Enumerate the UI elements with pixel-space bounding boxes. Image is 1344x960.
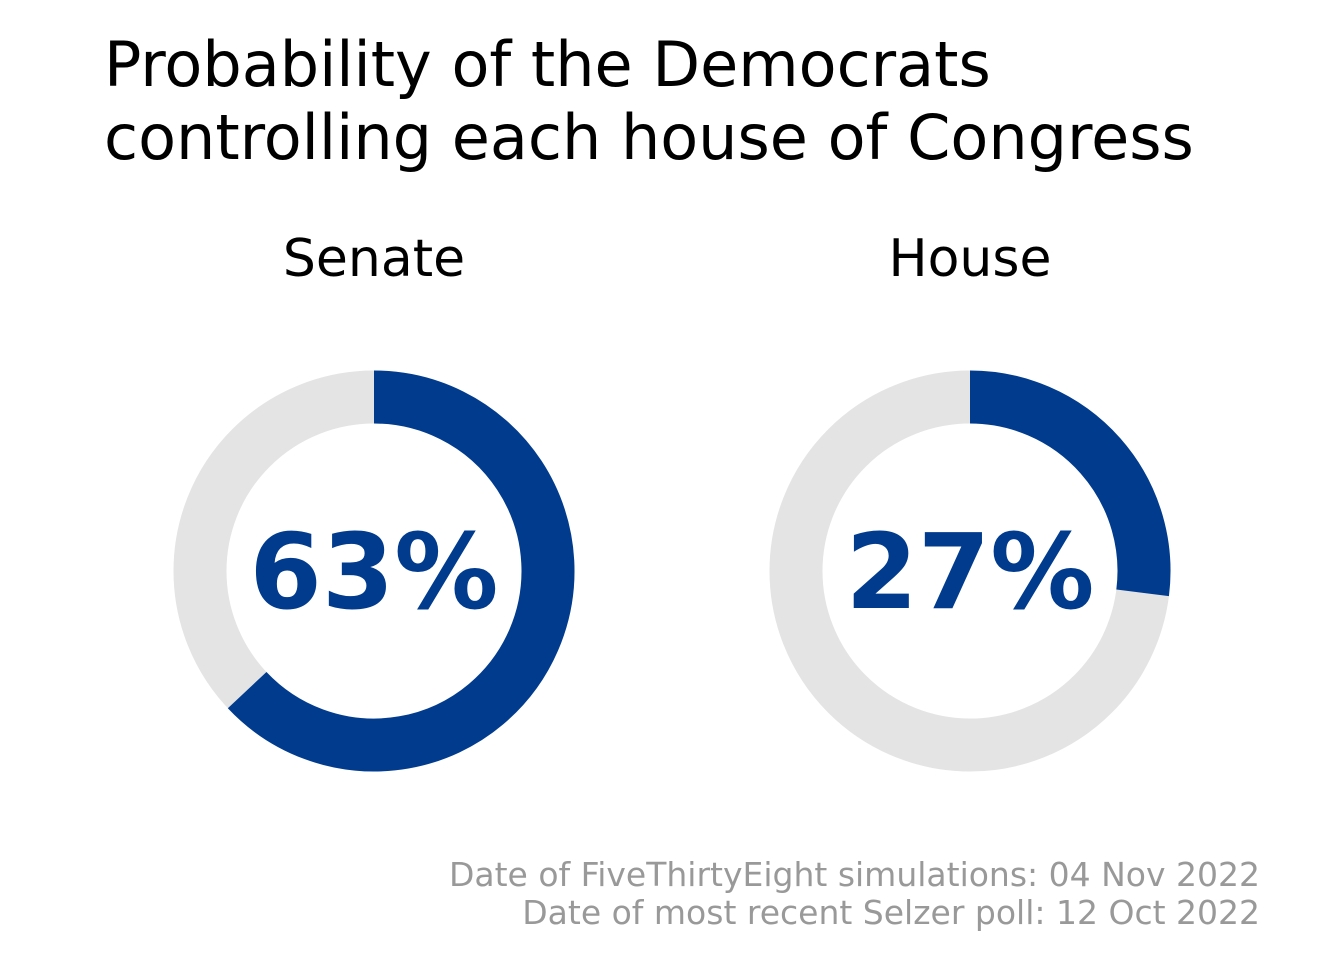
senate-value-arc [227,370,575,772]
footer-simulation-date: Date of FiveThirtyEight simulations: 04 … [448,855,1260,894]
house-donut: House 27% [769,229,1171,772]
house-value-arc [969,370,1171,597]
chart-title-line-2: controlling each house of Congress [104,101,1194,174]
chart-title: Probability of the Democrats controlling… [104,28,1194,174]
senate-donut: Senate 63% [173,229,575,772]
senate-percent-label: 63% [250,511,499,633]
house-percent-label: 27% [846,511,1095,633]
senate-title: Senate [283,229,465,289]
chart-title-line-1: Probability of the Democrats [104,28,991,101]
footer-poll-date: Date of most recent Selzer poll: 12 Oct … [522,893,1260,932]
chart-footer: Date of FiveThirtyEight simulations: 04 … [449,856,1260,932]
house-title: House [889,229,1052,289]
